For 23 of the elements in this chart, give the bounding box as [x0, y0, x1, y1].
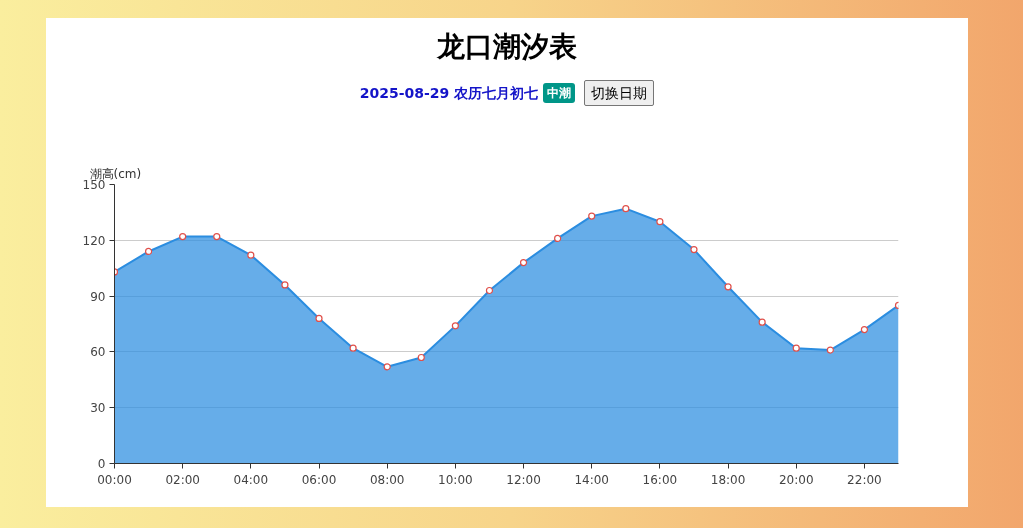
- text: 切换日期: [584, 80, 655, 106]
- y-tick-label: 120: [82, 233, 106, 248]
- text: 中潮: [543, 83, 576, 103]
- y-tick-label: 90: [90, 289, 106, 304]
- x-tick-label: 14:00: [574, 472, 610, 487]
- x-tick-label: 04:00: [233, 472, 269, 487]
- y-tick-label: 0: [97, 457, 106, 471]
- x-tick-label: 18:00: [710, 472, 746, 487]
- x-tick-label: 06:00: [301, 472, 337, 487]
- chart-subtitle: 2025-08-29 农历七月初七: [359, 85, 539, 101]
- y-axis-title: 潮高(cm): [89, 166, 142, 181]
- x-tick-label: 20:00: [778, 472, 814, 487]
- x-tick-label: 08:00: [369, 472, 405, 487]
- y-tick-label: 150: [82, 178, 106, 192]
- x-tick-label: 12:00: [506, 472, 541, 487]
- x-tick-label: 16:00: [642, 472, 678, 487]
- chart-title: 龙口潮汐表: [435, 30, 578, 64]
- x-tick-label: 10:00: [438, 472, 473, 487]
- x-tick-label: 22:00: [847, 472, 882, 487]
- x-tick-label: 02:00: [165, 472, 200, 487]
- y-tick-label: 60: [90, 345, 106, 360]
- y-tick-label: 30: [90, 401, 106, 416]
- x-tick-label: 00:00: [97, 472, 132, 487]
